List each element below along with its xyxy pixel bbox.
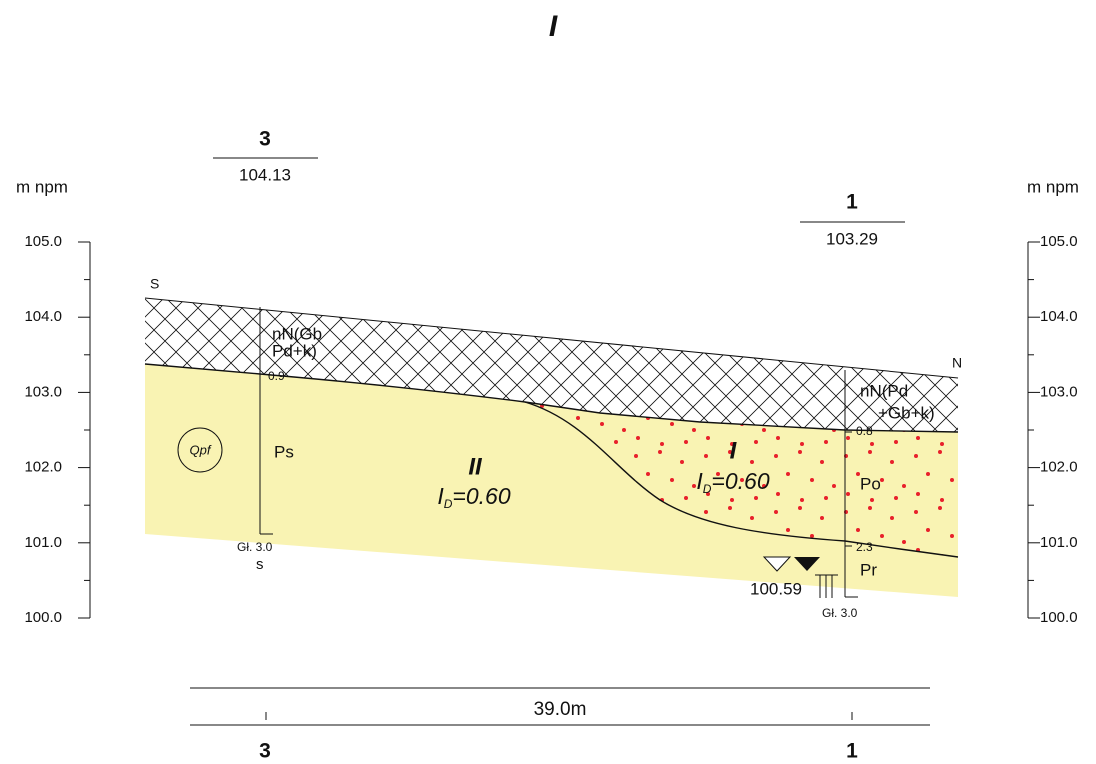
borehole-note: s <box>256 556 264 573</box>
title: I <box>549 10 558 43</box>
axis-label: 101.0 <box>24 534 62 551</box>
density-subscript: D <box>703 482 712 496</box>
axis-label: 104.0 <box>24 308 62 325</box>
water-level: 100.59 <box>750 579 802 598</box>
depth-label: 0.9 <box>268 369 285 383</box>
axis-label: 102.0 <box>24 459 62 476</box>
density-subscript: D <box>444 497 453 511</box>
distance: 39.0m <box>534 699 587 720</box>
borehole-number: 3 <box>259 740 271 763</box>
axis-unit: m npm <box>16 177 68 196</box>
axis-label: 104.0 <box>1040 308 1078 325</box>
borehole-elevation: 103.29 <box>826 229 878 248</box>
section-start: S <box>150 276 159 292</box>
soil-label: Ps <box>274 442 294 461</box>
soil-label: Pr <box>860 560 877 579</box>
total-depth: Gł. 3.0 <box>237 540 273 554</box>
borehole-number: 1 <box>846 740 858 763</box>
density-value: =0.60 <box>711 468 769 494</box>
borehole-number: 1 <box>846 191 858 214</box>
soil-label: nN(Pd <box>860 381 908 400</box>
soil-label: Pd+k) <box>272 341 317 360</box>
axis-label: 100.0 <box>1040 609 1078 626</box>
axis-label: 101.0 <box>1040 534 1078 551</box>
section-end: N <box>952 355 962 371</box>
axis-label: 102.0 <box>1040 459 1078 476</box>
density-value: =0.60 <box>452 483 510 509</box>
zone-label: II <box>468 453 483 480</box>
axis-label: 100.0 <box>24 609 62 626</box>
cross-section: I S N 3 104.13 nN(Gb Pd+k) 0.9 Ps Gł. 3.… <box>0 0 1096 764</box>
total-depth: Gł. 3.0 <box>822 606 858 620</box>
depth-label: 2.3 <box>856 540 873 554</box>
borehole-number: 3 <box>259 128 271 151</box>
soil-label: Po <box>860 474 881 493</box>
borehole-elevation: 104.13 <box>239 165 291 184</box>
soil-label: +Gb+k) <box>878 403 935 422</box>
axis-label: 105.0 <box>1040 233 1078 250</box>
depth-label: 0.8 <box>856 424 873 438</box>
axis-label: 103.0 <box>24 383 62 400</box>
axis-unit: m npm <box>1027 177 1079 196</box>
stratigraphy: Qpf <box>190 442 212 457</box>
axis-label: 103.0 <box>1040 383 1078 400</box>
axis-label: 105.0 <box>24 233 62 250</box>
